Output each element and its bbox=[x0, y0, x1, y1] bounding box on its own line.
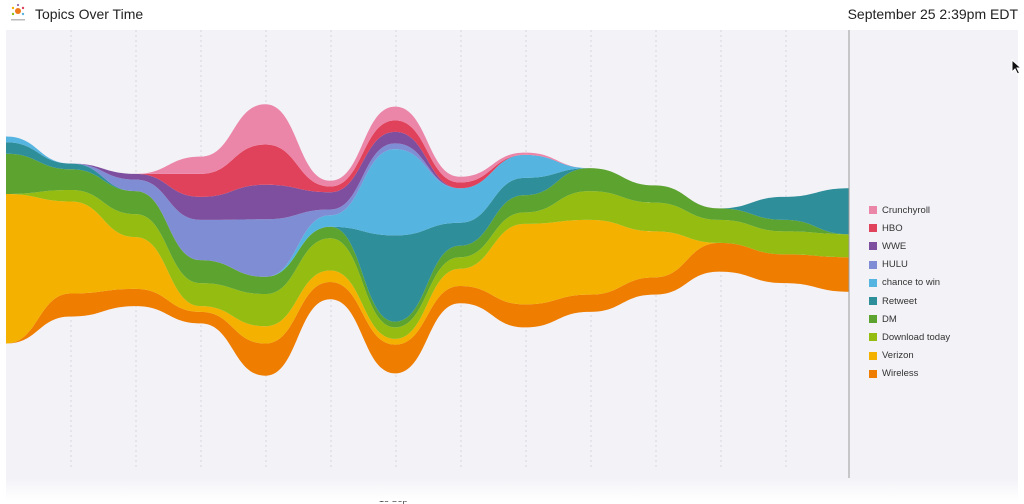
sunburst-logo-icon bbox=[11, 4, 25, 21]
legend-label: Wireless bbox=[882, 368, 919, 380]
legend-swatch bbox=[869, 333, 877, 342]
legend-swatch bbox=[869, 206, 877, 215]
stream-layer-hulu[interactable] bbox=[6, 136, 849, 277]
legend-label: Verizon bbox=[882, 350, 914, 362]
legend-item[interactable]: Wireless bbox=[869, 365, 1019, 383]
legend-label: Crunchyroll bbox=[882, 204, 931, 216]
legend-swatch bbox=[869, 224, 877, 233]
legend-item[interactable]: Crunchyroll bbox=[869, 201, 1019, 219]
stream-layer-wireless[interactable] bbox=[6, 242, 849, 376]
datetime-display: September 25 2:39pm EDT bbox=[847, 6, 1018, 22]
stream-layer-verizon[interactable] bbox=[6, 194, 849, 345]
legend-swatch bbox=[869, 369, 877, 378]
legend-item[interactable]: HBO bbox=[869, 219, 1019, 237]
stream-layer-wwe[interactable] bbox=[6, 131, 849, 220]
legend-item[interactable]: Download today bbox=[869, 328, 1019, 346]
legend-label: WWE bbox=[882, 240, 907, 252]
legend-swatch bbox=[869, 242, 877, 251]
legend-item[interactable]: DM bbox=[869, 310, 1019, 328]
legend-item[interactable]: HULU bbox=[869, 256, 1019, 274]
legend-label: DM bbox=[882, 313, 897, 325]
legend-swatch bbox=[869, 351, 877, 360]
legend-swatch bbox=[869, 260, 877, 269]
stream-layer-hbo[interactable] bbox=[6, 120, 849, 209]
legend-item[interactable]: Verizon bbox=[869, 347, 1019, 365]
stream-layer-download-today[interactable] bbox=[6, 189, 849, 339]
stream-layer-chance-to-win[interactable] bbox=[6, 136, 849, 277]
chart-legend: Crunchyroll HBO WWE HULU chance to win Retwee… bbox=[869, 201, 1019, 383]
streamgraph-chart[interactable] bbox=[6, 30, 1018, 490]
legend-item[interactable]: chance to win bbox=[869, 274, 1019, 292]
header-bar: Topics Over Time September 25 2:39pm EDT bbox=[0, 0, 1024, 28]
legend-item[interactable]: Retweet bbox=[869, 292, 1019, 310]
legend-label: Download today bbox=[882, 331, 951, 343]
legend-label: HULU bbox=[882, 259, 908, 271]
legend-label: Retweet bbox=[882, 295, 917, 307]
mouse-cursor-icon bbox=[1011, 59, 1023, 75]
stream-layer-retweet[interactable] bbox=[6, 142, 849, 322]
legend-label: HBO bbox=[882, 222, 903, 234]
legend-swatch bbox=[869, 315, 877, 324]
legend-label: chance to win bbox=[882, 277, 941, 289]
legend-item[interactable]: WWE bbox=[869, 237, 1019, 255]
page-title: Topics Over Time bbox=[35, 6, 144, 22]
stream-layer-dm[interactable] bbox=[6, 153, 849, 328]
timeline-bar bbox=[6, 478, 1018, 501]
legend-swatch bbox=[869, 297, 877, 306]
legend-swatch bbox=[869, 278, 877, 287]
